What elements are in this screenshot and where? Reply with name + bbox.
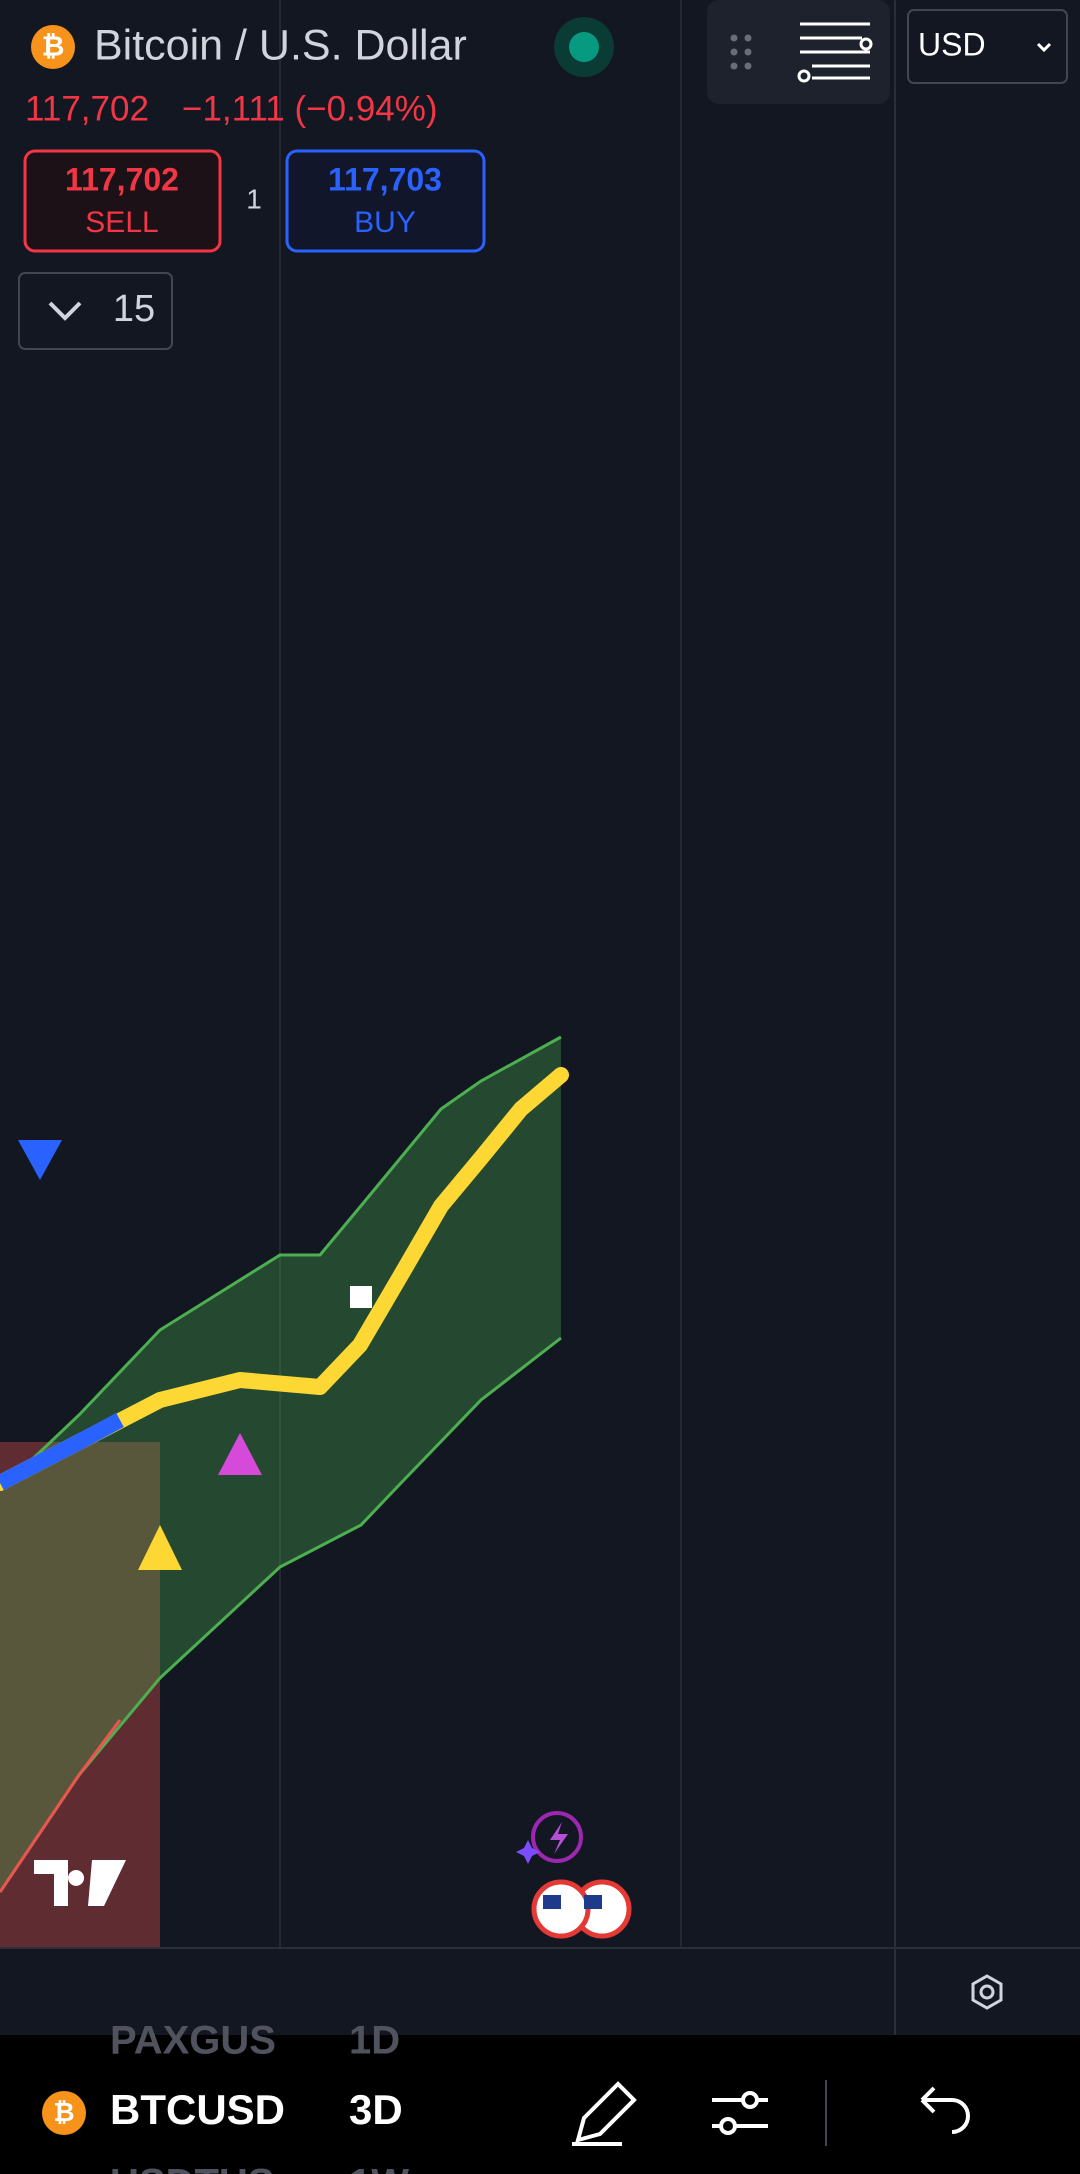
sell-button[interactable]: [23, 149, 222, 253]
triangle-marker: [138, 1525, 182, 1570]
price-change: −1,111 (−0.94%): [182, 89, 438, 128]
flag-canton: [584, 1895, 602, 1909]
indicator-toggle[interactable]: [18, 272, 173, 350]
indicator-count: 15: [113, 288, 155, 330]
bearish-zone: [0, 1442, 160, 1948]
undo-icon[interactable]: [920, 2086, 970, 2134]
flag-canton: [543, 1895, 561, 1909]
draw-icon[interactable]: [572, 2081, 637, 2146]
watchlist-interval[interactable]: 1D: [349, 2019, 400, 2063]
drag-handle[interactable]: [730, 34, 752, 70]
event-icon-bolt: [550, 1822, 568, 1854]
buy-button[interactable]: [285, 149, 486, 253]
chevron: [48, 301, 82, 321]
last-price: 117,702: [25, 89, 149, 128]
red-line: [0, 1719, 122, 1893]
moving-average-blue: [0, 1412, 124, 1491]
bitcoin-icon-glyph: ₿: [53, 2097, 74, 2127]
buy-price: 117,703: [328, 161, 442, 197]
settings-icon[interactable]: [971, 1974, 1003, 2010]
sell-label: SELL: [85, 206, 158, 239]
triangle-marker: [18, 1140, 62, 1180]
interval[interactable]: 3D: [349, 2086, 403, 2133]
chart-background: [0, 0, 1080, 2035]
triangle-marker: [218, 1433, 262, 1475]
square-marker: [350, 1286, 372, 1308]
spread: 1: [246, 183, 262, 214]
symbol[interactable]: BTCUSD: [110, 2086, 285, 2133]
settings-icon-center: [979, 1984, 995, 2000]
watchlist-symbol[interactable]: PAXGUS: [110, 2019, 276, 2063]
symbol-title[interactable]: Bitcoin / U.S. Dollar: [94, 21, 467, 69]
sparkle: [516, 1840, 540, 1864]
dropdown-arrow: [1036, 42, 1052, 53]
band-upper: [0, 1035, 562, 1492]
event-icon[interactable]: [531, 1811, 583, 1863]
bottom-bar: [0, 2035, 1080, 2174]
watchlist-symbol[interactable]: USDTUS: [110, 2162, 274, 2174]
market-status-dot: [569, 32, 599, 62]
bitcoin-icon: [31, 25, 75, 69]
settings-sliders[interactable]: [712, 2091, 768, 2135]
logo: [34, 1860, 126, 1906]
currency: USD: [918, 26, 986, 62]
moving-average: [0, 1067, 569, 1491]
bitcoin-icon-glyph: ₿: [42, 30, 65, 61]
currency-select[interactable]: [907, 9, 1068, 84]
bitcoin-icon: [42, 2091, 86, 2135]
buy-label: BUY: [354, 206, 416, 239]
watchlist-interval[interactable]: 1W: [349, 2162, 409, 2174]
menu-icon[interactable]: [797, 22, 873, 83]
sell-price: 117,702: [65, 161, 179, 197]
